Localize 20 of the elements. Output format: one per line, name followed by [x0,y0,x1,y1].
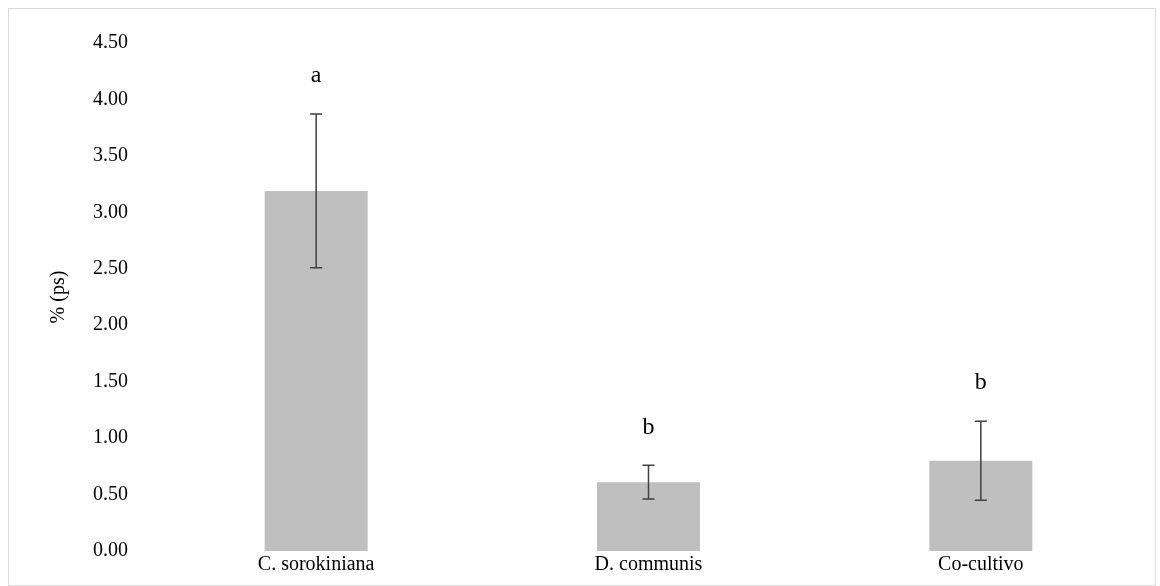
bar [929,460,1033,551]
y-tick-label: 2.00 [93,312,128,335]
bar [596,482,701,551]
x-tick-label: D. communis [594,552,703,575]
y-tick-label: 4.00 [93,86,128,109]
y-tick-label: 2.50 [93,256,128,279]
y-axis-title: % (ps) [46,270,70,324]
bar [264,190,368,551]
x-tick-label: Co-cultivo [938,552,1024,575]
y-tick-label: 4.50 [93,30,128,53]
y-tick-label: 3.50 [93,143,128,166]
annotation: b [974,368,987,395]
y-tick-label: 0.50 [93,481,128,504]
y-tick-label: 1.00 [93,425,128,448]
y-tick-label: 3.00 [93,199,128,222]
y-tick-label: 1.50 [93,368,128,391]
x-tick-label: C. sorokiniana [257,552,375,575]
y-tick-label: 0.00 [93,538,128,561]
annotation: a [310,61,322,88]
annotation: b [642,412,655,439]
